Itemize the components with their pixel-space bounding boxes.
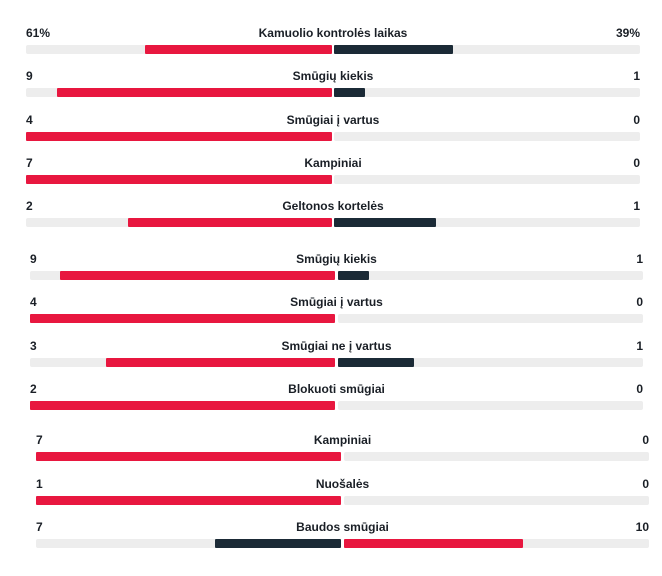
stat-row-kamuolio-kontroles-laikas: 61% Kamuolio kontrolės laikas 39% <box>26 26 640 54</box>
home-bar-fill <box>26 175 332 184</box>
away-bar-fill <box>334 88 365 97</box>
home-bar-fill <box>30 401 335 410</box>
home-bar-track <box>30 271 335 280</box>
home-value: 61% <box>26 26 51 40</box>
home-bar-track <box>36 452 341 461</box>
away-bar-track <box>344 452 649 461</box>
stat-row-geltonos-korteles: 2 Geltonos kortelės 1 <box>26 199 640 227</box>
home-value: 4 <box>30 295 37 309</box>
stat-label: Kamuolio kontrolės laikas <box>258 26 408 40</box>
away-bar-fill <box>338 358 414 367</box>
home-value: 9 <box>30 252 37 266</box>
stat-label: Smūgių kiekis <box>292 69 374 83</box>
away-value: 0 <box>633 156 640 170</box>
home-value: 7 <box>26 156 33 170</box>
away-bar-track <box>334 175 640 184</box>
stat-row-kampiniai: 7 Kampiniai 0 <box>36 433 649 461</box>
away-value: 0 <box>636 295 643 309</box>
away-bar-fill <box>334 45 453 54</box>
home-value: 4 <box>26 113 33 127</box>
home-value: 7 <box>36 520 43 534</box>
stat-label: Smūgiai į vartus <box>290 295 383 309</box>
away-bar-track <box>344 496 649 505</box>
home-bar-fill <box>57 88 332 97</box>
away-value: 1 <box>636 339 643 353</box>
stat-label: Smūgių kiekis <box>296 252 377 266</box>
stat-row-smugiu-kiekis: 9 Smūgių kiekis 1 <box>26 69 640 97</box>
away-value: 1 <box>633 69 640 83</box>
away-value: 0 <box>642 433 649 447</box>
stat-label: Smūgiai į vartus <box>286 113 380 127</box>
away-bar-fill <box>344 539 523 548</box>
stat-label: Kampiniai <box>313 433 372 447</box>
away-value: 1 <box>633 199 640 213</box>
away-value: 10 <box>635 520 649 534</box>
away-bar-fill <box>334 218 436 227</box>
stat-row-kampiniai: 7 Kampiniai 0 <box>26 156 640 184</box>
stat-label: Blokuoti smūgiai <box>288 382 385 396</box>
stat-row-baudos-smugiai: 7 Baudos smūgiai 10 <box>36 520 649 548</box>
stat-row-smugiai-i-vartus: 4 Smūgiai į vartus 0 <box>26 113 640 141</box>
home-value: 1 <box>36 477 43 491</box>
home-bar-fill <box>30 314 335 323</box>
home-value: 2 <box>30 382 37 396</box>
away-value: 1 <box>636 252 643 266</box>
home-value: 3 <box>30 339 37 353</box>
home-bar-track <box>30 358 335 367</box>
away-value: 0 <box>636 382 643 396</box>
home-bar-fill <box>128 218 332 227</box>
home-bar-track <box>36 496 341 505</box>
stat-row-nuosales: 1 Nuošalės 0 <box>36 477 649 505</box>
home-bar-track <box>26 175 332 184</box>
stat-row-smugiai-ne-i-vartus: 3 Smūgiai ne į vartus 1 <box>30 339 643 367</box>
away-value: 39% <box>615 26 640 40</box>
home-bar-fill <box>26 132 332 141</box>
away-bar-track <box>338 401 643 410</box>
stat-row-blokuoti-smugiai: 2 Blokuoti smūgiai 0 <box>30 382 643 410</box>
stat-label: Smūgiai ne į vartus <box>281 339 392 353</box>
away-bar-track <box>334 218 640 227</box>
away-bar-track <box>344 539 649 548</box>
away-bar-track <box>334 132 640 141</box>
away-bar-fill <box>338 271 369 280</box>
home-bar-track <box>30 401 335 410</box>
away-value: 0 <box>633 113 640 127</box>
home-value: 7 <box>36 433 43 447</box>
away-value: 0 <box>642 477 649 491</box>
home-bar-fill <box>215 539 341 548</box>
home-bar-fill <box>60 271 335 280</box>
home-bar-track <box>26 218 332 227</box>
home-bar-track <box>36 539 341 548</box>
home-bar-track <box>30 314 335 323</box>
stat-label: Kampiniai <box>304 156 362 170</box>
away-bar-track <box>338 358 643 367</box>
home-bar-track <box>26 88 332 97</box>
home-bar-fill <box>145 45 332 54</box>
away-bar-track <box>338 271 643 280</box>
home-value: 9 <box>26 69 33 83</box>
home-bar-track <box>26 45 332 54</box>
home-bar-fill <box>106 358 335 367</box>
home-bar-fill <box>36 496 341 505</box>
stat-row-smugiai-i-vartus: 4 Smūgiai į vartus 0 <box>30 295 643 323</box>
away-bar-track <box>334 45 640 54</box>
stat-label: Geltonos kortelės <box>282 199 384 213</box>
stat-row-smugiu-kiekis: 9 Smūgių kiekis 1 <box>30 252 643 280</box>
home-bar-fill <box>36 452 341 461</box>
home-bar-track <box>26 132 332 141</box>
home-value: 2 <box>26 199 33 213</box>
stat-label: Baudos smūgiai <box>296 520 389 534</box>
away-bar-track <box>338 314 643 323</box>
stat-label: Nuošalės <box>315 477 370 491</box>
away-bar-track <box>334 88 640 97</box>
